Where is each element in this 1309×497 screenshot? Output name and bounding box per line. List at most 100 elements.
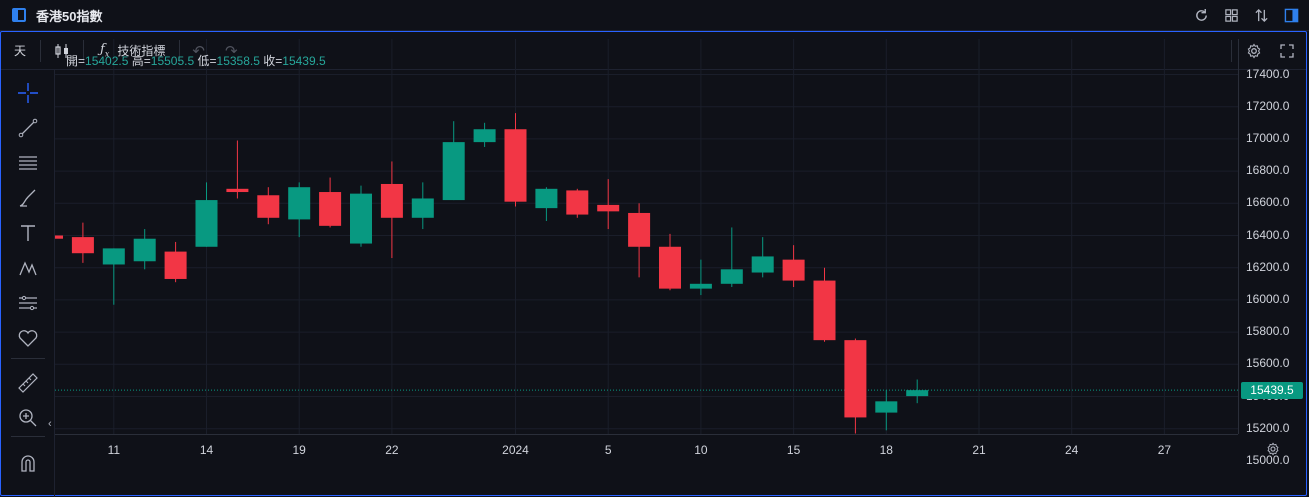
tools-divider — [11, 436, 45, 437]
price-tick-label: 16200.0 — [1246, 259, 1290, 274]
candle — [751, 237, 774, 278]
ohlc-legend: 開=15402.5 高=15505.5 低=15358.5 收=15439.5 — [66, 52, 326, 69]
candle — [628, 203, 651, 278]
candle — [380, 161, 403, 259]
time-tick-label: 11 — [107, 443, 121, 457]
open-label: 開= — [66, 54, 86, 68]
time-axis[interactable]: 11 14 19 22 2024 5 10 15 18 21 24 27 — [55, 434, 1238, 464]
candle — [226, 140, 249, 199]
candle-body — [226, 188, 249, 193]
candle — [906, 379, 929, 404]
candle-body — [720, 269, 743, 284]
low-label: 低= — [197, 54, 217, 68]
zoom-in-icon[interactable] — [15, 405, 41, 431]
candle — [257, 187, 280, 225]
candle — [350, 185, 372, 247]
price-axis[interactable]: 17400.0 17200.0 17000.0 16800.0 16600.0 16400… — [1238, 39, 1305, 467]
price-tick-label: 15800.0 — [1246, 324, 1290, 339]
compare-icon[interactable] — [1253, 8, 1269, 24]
candles-icon[interactable] — [53, 42, 71, 60]
candle-body — [71, 237, 94, 254]
candlestick-chart[interactable] — [55, 39, 1238, 434]
candle-body — [319, 192, 342, 226]
candle — [597, 179, 620, 230]
axis-settings-icon[interactable] — [1266, 442, 1280, 461]
candle-body — [659, 246, 681, 289]
time-tick-label: 5 — [604, 443, 612, 457]
time-tick-label: 18 — [879, 443, 893, 457]
refresh-icon[interactable] — [1193, 8, 1209, 24]
candle-body — [133, 238, 156, 262]
candle — [55, 235, 63, 239]
fullscreen-icon[interactable] — [1280, 43, 1294, 58]
candle — [659, 233, 681, 291]
price-tick-label: 16400.0 — [1246, 227, 1290, 242]
candle-body — [628, 212, 651, 247]
time-tick-label: 27 — [1157, 443, 1172, 457]
magnet-icon[interactable] — [15, 450, 41, 476]
time-tick-label: 19 — [292, 443, 306, 457]
time-tick-label: 15 — [786, 443, 801, 457]
close-label: 收= — [263, 54, 283, 68]
candle-body — [566, 190, 589, 215]
indicators-label: 技術指標 — [117, 44, 166, 58]
toolbar-divider — [40, 39, 42, 62]
candle-body — [411, 198, 434, 218]
candle — [442, 121, 465, 201]
toolbar-divider — [1231, 39, 1232, 62]
redo-icon[interactable]: ↷ — [224, 42, 238, 60]
close-value: 15439.5 — [282, 54, 326, 68]
toolbar-divider — [83, 39, 85, 62]
measure-lines-icon[interactable] — [15, 290, 41, 316]
window-titlebar: 香港50指數 — [0, 0, 1309, 31]
drawing-toolbar — [1, 70, 55, 497]
window-title: 香港50指數 — [36, 8, 103, 24]
candle-body — [288, 187, 311, 220]
candle-body — [380, 183, 403, 218]
candle-body — [350, 193, 372, 244]
candle — [102, 248, 125, 305]
candle-body — [473, 129, 496, 143]
low-value: 15358.5 — [216, 54, 260, 68]
text-icon[interactable] — [15, 220, 41, 246]
candle-body — [442, 142, 465, 201]
crosshair-icon[interactable] — [15, 80, 41, 106]
heart-icon[interactable] — [15, 325, 41, 351]
candle — [504, 113, 527, 207]
candle-body — [813, 280, 836, 341]
time-tick-label: 14 — [199, 443, 214, 457]
last-price-tag: 15439.5 — [1241, 381, 1303, 399]
ruler-icon[interactable] — [15, 370, 41, 396]
app-logo-icon — [12, 8, 26, 22]
undo-icon[interactable]: ↶ — [192, 42, 205, 60]
interval-button[interactable]: 天 — [14, 44, 27, 58]
candle-body — [164, 251, 187, 279]
candle — [535, 187, 558, 222]
candle — [844, 338, 867, 434]
candle — [875, 390, 898, 431]
time-tick-label: 22 — [385, 443, 399, 457]
price-tick-label: 17400.0 — [1246, 66, 1290, 81]
candle-body — [535, 188, 558, 209]
candle — [566, 188, 589, 218]
brush-icon[interactable] — [15, 185, 41, 211]
settings-gear-icon[interactable] — [1246, 43, 1262, 59]
candle — [782, 245, 805, 288]
indicators-button[interactable]: ƒx 技術指標 — [100, 42, 165, 59]
candle — [473, 122, 496, 147]
candle — [71, 222, 94, 263]
sidebar-toggle-icon[interactable] — [1283, 8, 1299, 24]
candle — [195, 182, 218, 247]
trend-line-icon[interactable] — [15, 115, 41, 141]
pattern-icon[interactable] — [15, 255, 41, 281]
collapse-tools-icon[interactable]: ‹ — [48, 418, 52, 430]
candle-body — [504, 129, 527, 202]
candle-body — [257, 195, 280, 218]
horizontal-lines-icon[interactable] — [15, 150, 41, 176]
layout-grid-icon[interactable] — [1223, 8, 1239, 24]
price-tick-label: 15600.0 — [1246, 356, 1290, 371]
candle — [133, 229, 156, 270]
candle-body — [102, 248, 125, 265]
high-value: 15505.5 — [150, 54, 195, 68]
candle-body — [906, 390, 929, 397]
